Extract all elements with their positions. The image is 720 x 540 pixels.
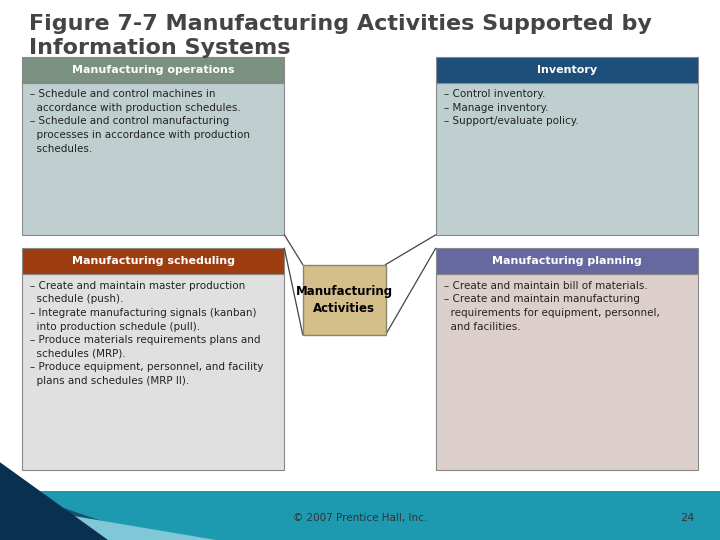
- Text: – Create and maintain bill of materials.
– Create and maintain manufacturing
  r: – Create and maintain bill of materials.…: [444, 281, 660, 332]
- Polygon shape: [0, 503, 216, 540]
- Text: Manufacturing scheduling: Manufacturing scheduling: [71, 256, 235, 266]
- Text: Manufacturing operations: Manufacturing operations: [72, 65, 234, 75]
- Bar: [436, 83, 698, 235]
- Bar: [302, 265, 386, 335]
- Text: Manufacturing planning: Manufacturing planning: [492, 256, 642, 266]
- Bar: [436, 57, 698, 83]
- Bar: [22, 248, 284, 274]
- Bar: [22, 57, 284, 83]
- Text: Manufacturing
Activities: Manufacturing Activities: [296, 285, 392, 315]
- Bar: [436, 274, 698, 470]
- Text: – Create and maintain master production
  schedule (push).
– Integrate manufactu: – Create and maintain master production …: [30, 281, 264, 386]
- Bar: [22, 274, 284, 470]
- Polygon shape: [0, 462, 108, 540]
- Text: – Schedule and control machines in
  accordance with production schedules.
– Sch: – Schedule and control machines in accor…: [30, 89, 251, 153]
- Text: Figure 7-7 Manufacturing Activities Supported by
Information Systems: Figure 7-7 Manufacturing Activities Supp…: [29, 14, 652, 57]
- Text: © 2007 Prentice Hall, Inc.: © 2007 Prentice Hall, Inc.: [293, 513, 427, 523]
- Polygon shape: [0, 487, 158, 540]
- Text: 24: 24: [680, 513, 695, 523]
- Bar: [0, 491, 720, 540]
- Bar: [22, 83, 284, 235]
- Text: – Control inventory.
– Manage inventory.
– Support/evaluate policy.: – Control inventory. – Manage inventory.…: [444, 89, 579, 126]
- Bar: [436, 248, 698, 274]
- Text: Inventory: Inventory: [537, 65, 597, 75]
